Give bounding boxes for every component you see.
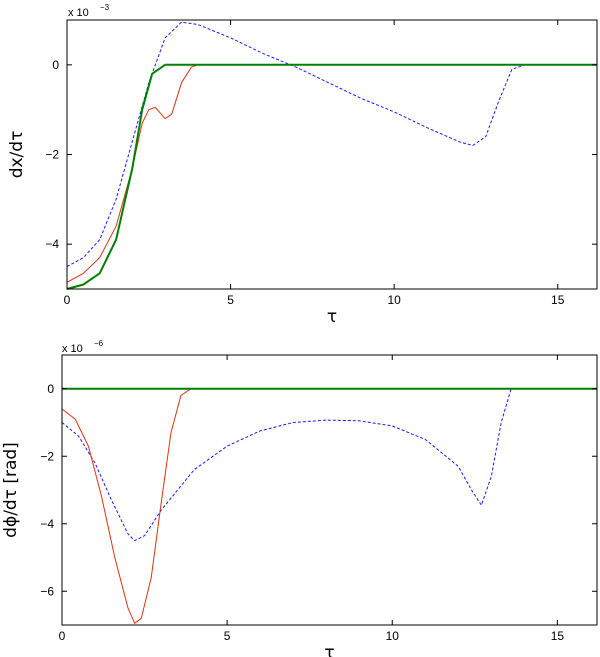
x-axis-label: τ bbox=[327, 307, 337, 327]
x-axis-label: τ bbox=[324, 643, 334, 657]
plot-frame bbox=[61, 354, 598, 626]
x-tick-label: 5 bbox=[224, 629, 231, 643]
series-line-1 bbox=[61, 388, 597, 542]
y-tick-label: −4 bbox=[40, 517, 54, 531]
chart-panel-2: 0 5 10 15 −6 −4 −2 0 τ dϕ/dτ [rad] x 10 −6 bbox=[1, 339, 598, 657]
x-tick-label: 5 bbox=[227, 293, 234, 307]
y-tick-label: 0 bbox=[47, 382, 54, 396]
y-tick-label: −6 bbox=[40, 584, 54, 598]
y-tick-label: 0 bbox=[52, 58, 59, 72]
y-tick-label: −4 bbox=[45, 237, 59, 251]
axis-multiplier: x 10 bbox=[68, 7, 89, 19]
series-line-2 bbox=[66, 64, 597, 283]
y-axis-label: dx/dτ bbox=[7, 131, 27, 179]
series-line-3 bbox=[66, 63, 597, 290]
x-tick-label: 0 bbox=[64, 293, 71, 307]
y-axis-label: dϕ/dτ [rad] bbox=[1, 442, 21, 538]
y-tick-label: −2 bbox=[45, 148, 59, 162]
y-tick-label: −2 bbox=[40, 449, 54, 463]
x-tick-label: 0 bbox=[59, 629, 66, 643]
x-tick-label: 15 bbox=[551, 629, 565, 643]
axis-multiplier-exponent: −6 bbox=[94, 339, 104, 348]
chart-panel-1: 0 5 10 15 −4 −2 0 τ dx/dτ x 10 −3 bbox=[7, 3, 598, 327]
x-tick-label: 15 bbox=[551, 293, 565, 307]
x-tick-label: 10 bbox=[387, 293, 401, 307]
plot-frame bbox=[66, 19, 598, 290]
series-line-1 bbox=[66, 21, 597, 268]
series-line-2 bbox=[61, 388, 597, 624]
axis-multiplier-exponent: −3 bbox=[100, 3, 110, 12]
x-tick-label: 10 bbox=[386, 629, 400, 643]
axis-multiplier: x 10 bbox=[62, 343, 83, 355]
